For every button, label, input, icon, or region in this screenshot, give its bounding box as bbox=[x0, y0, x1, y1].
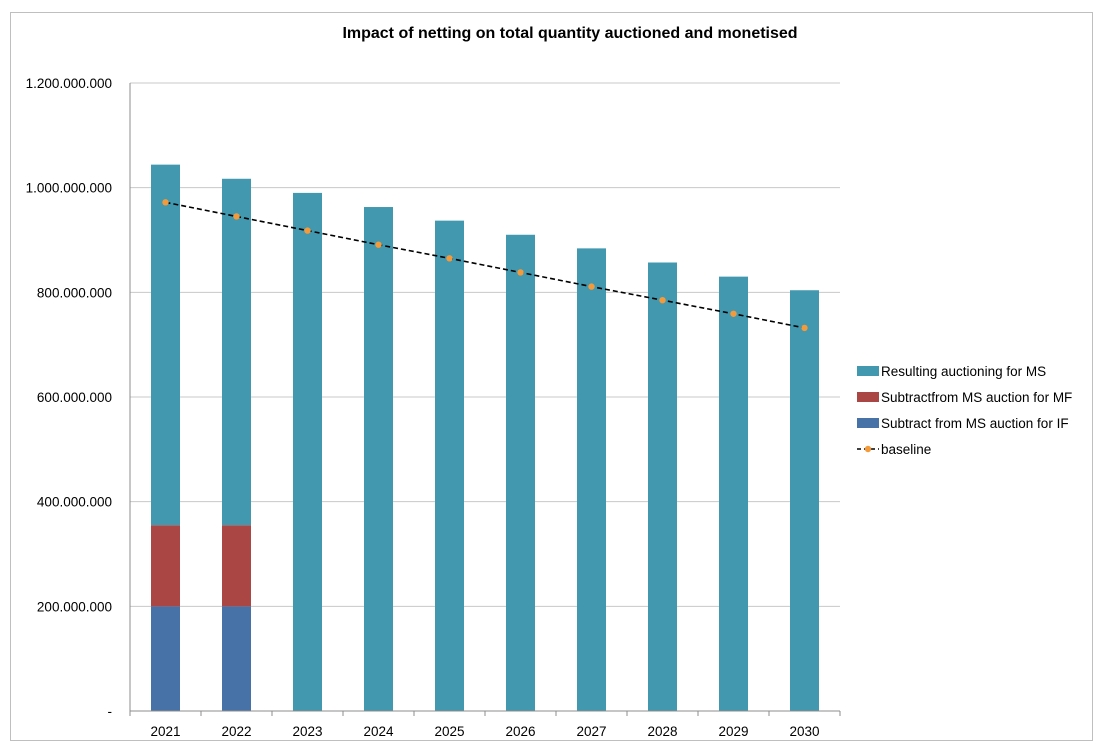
bar-segment bbox=[577, 248, 606, 711]
chart-title: Impact of netting on total quantity auct… bbox=[342, 25, 797, 42]
baseline-point bbox=[730, 311, 736, 317]
legend-label: baseline bbox=[881, 442, 931, 457]
baseline-point bbox=[304, 227, 310, 233]
legend-label: Resulting auctioning for MS bbox=[881, 364, 1046, 379]
bar-segment bbox=[151, 165, 180, 526]
x-tick-label: 2024 bbox=[363, 724, 394, 739]
baseline-point bbox=[588, 283, 594, 289]
legend-label: Subtractfrom MS auction for MF bbox=[881, 390, 1072, 405]
bar-segment bbox=[151, 606, 180, 711]
x-tick-label: 2029 bbox=[718, 724, 748, 739]
x-tick-label: 2030 bbox=[789, 724, 819, 739]
legend-label: Subtract from MS auction for IF bbox=[881, 416, 1069, 431]
x-tick-label: 2021 bbox=[150, 724, 180, 739]
y-tick-label: 800.000.000 bbox=[37, 285, 112, 300]
y-tick-label: 1.000.000.000 bbox=[26, 181, 112, 196]
baseline-point bbox=[801, 325, 807, 331]
bar-segment bbox=[506, 235, 535, 711]
baseline-point bbox=[162, 199, 168, 205]
legend-swatch bbox=[857, 366, 879, 376]
bar-segment bbox=[222, 606, 251, 711]
baseline-point bbox=[375, 242, 381, 248]
x-tick-label: 2022 bbox=[221, 724, 251, 739]
x-tick-label: 2026 bbox=[505, 724, 535, 739]
bar-segment bbox=[222, 525, 251, 606]
y-tick-label: - bbox=[108, 704, 113, 719]
y-tick-label: 400.000.000 bbox=[37, 495, 112, 510]
bar-segment bbox=[719, 277, 748, 711]
y-tick-label: 200.000.000 bbox=[37, 599, 112, 614]
bar-segment bbox=[222, 179, 251, 525]
x-tick-label: 2027 bbox=[576, 724, 606, 739]
y-tick-label: 600.000.000 bbox=[37, 390, 112, 405]
axes: - 200.000.000 400.000.000 600.000.000 800.00… bbox=[26, 76, 840, 739]
baseline-point bbox=[233, 213, 239, 219]
bar-segment bbox=[293, 193, 322, 711]
x-tick-label: 2023 bbox=[292, 724, 322, 739]
bars bbox=[151, 165, 819, 711]
bar-segment bbox=[648, 263, 677, 711]
baseline-line-layer bbox=[162, 199, 807, 331]
bar-segment bbox=[790, 290, 819, 711]
baseline-point bbox=[517, 269, 523, 275]
x-tick-label: 2028 bbox=[647, 724, 677, 739]
x-tick-label: 2025 bbox=[434, 724, 464, 739]
bar-segment bbox=[364, 207, 393, 711]
bar-segment bbox=[151, 525, 180, 606]
bar-segment bbox=[435, 221, 464, 711]
legend-swatch bbox=[857, 418, 879, 428]
legend: Resulting auctioning for MS Subtractfrom … bbox=[857, 364, 1072, 457]
baseline-line bbox=[166, 202, 805, 328]
baseline-point bbox=[659, 297, 665, 303]
baseline-point bbox=[446, 255, 452, 261]
legend-swatch bbox=[857, 392, 879, 402]
y-tick-label: 1.200.000.000 bbox=[26, 76, 112, 91]
legend-marker bbox=[865, 446, 871, 452]
